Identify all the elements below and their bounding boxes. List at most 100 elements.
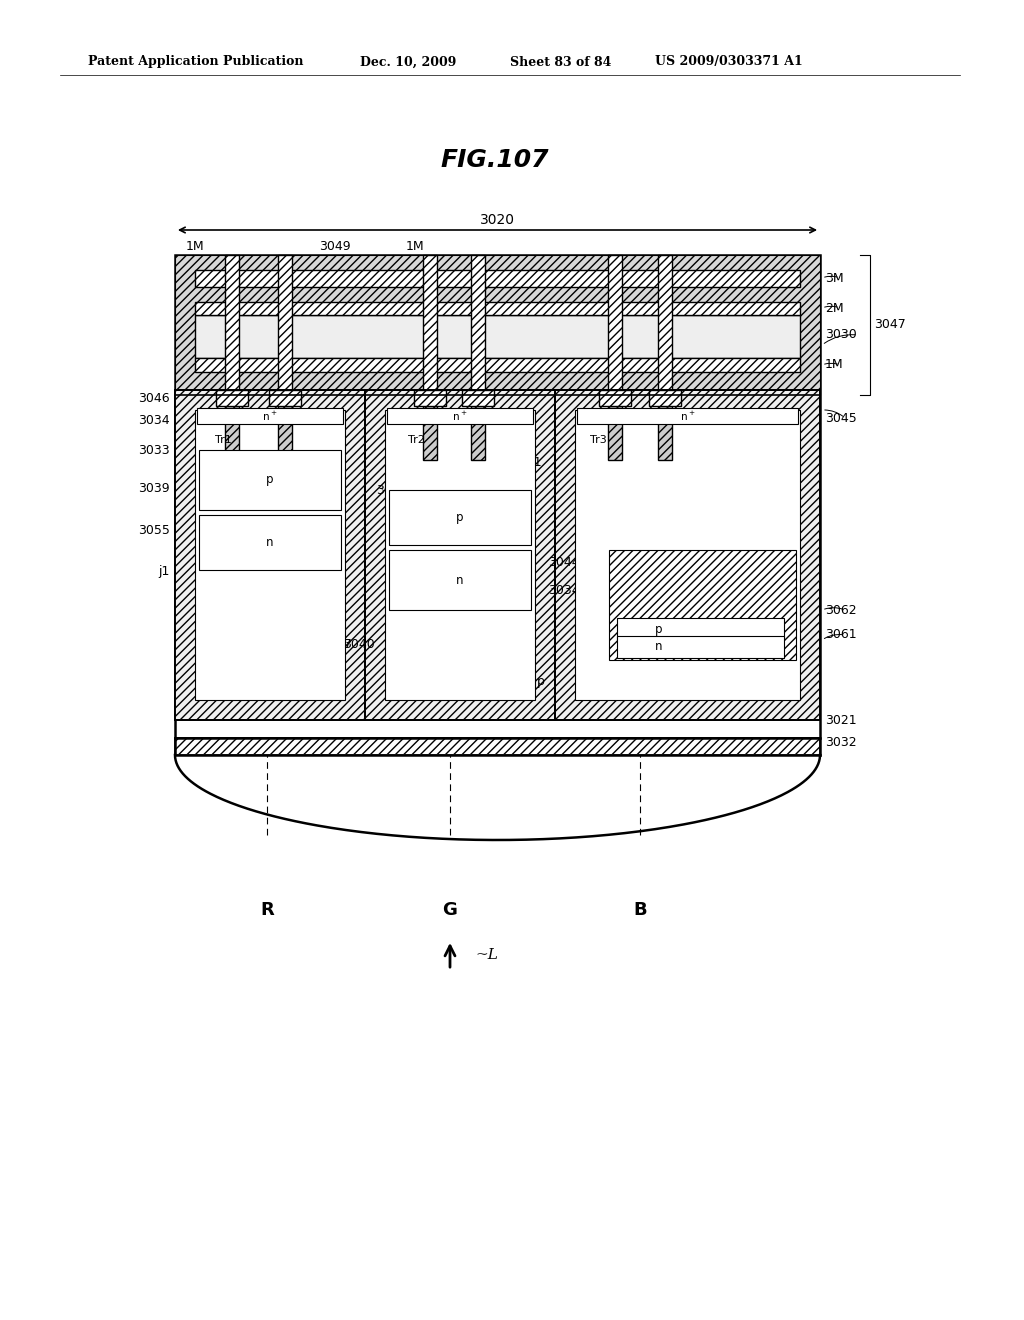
Text: n: n	[266, 536, 273, 549]
Bar	[175, 738, 820, 755]
Bar	[269, 389, 301, 407]
Text: 3061: 3061	[825, 628, 857, 642]
Text: j1: j1	[159, 565, 170, 578]
Bar	[175, 389, 365, 719]
Text: 3059: 3059	[411, 500, 442, 513]
Text: 3045: 3045	[825, 412, 857, 425]
Text: Tr1: Tr1	[215, 436, 231, 445]
Bar	[195, 302, 800, 315]
Text: 3040: 3040	[343, 639, 375, 652]
Bar	[175, 255, 820, 755]
Text: 3030: 3030	[825, 329, 857, 342]
Bar	[609, 550, 796, 660]
Bar	[577, 408, 798, 424]
Bar	[658, 407, 672, 459]
Bar	[199, 450, 341, 510]
Text: B: B	[633, 902, 647, 919]
Text: 3056: 3056	[300, 586, 332, 598]
Bar	[414, 389, 446, 407]
Text: j3: j3	[519, 676, 530, 689]
Text: US 2009/0303371 A1: US 2009/0303371 A1	[655, 55, 803, 69]
Bar	[599, 389, 631, 407]
Bar	[555, 389, 820, 719]
Text: n: n	[655, 640, 663, 653]
Bar	[175, 255, 820, 395]
Bar	[608, 407, 622, 459]
Text: p: p	[537, 676, 545, 689]
Bar	[617, 618, 784, 640]
Text: Tr3: Tr3	[590, 436, 607, 445]
Text: n$^+$: n$^+$	[680, 409, 695, 422]
Bar	[175, 389, 365, 719]
Bar	[278, 255, 292, 395]
Bar	[387, 408, 534, 424]
Bar	[225, 407, 239, 459]
Text: 3037: 3037	[319, 639, 352, 652]
Text: R: R	[260, 902, 273, 919]
Bar	[278, 407, 292, 459]
Text: 3040: 3040	[270, 639, 302, 652]
Text: n$^+$: n$^+$	[453, 409, 468, 422]
Bar	[175, 389, 820, 719]
Bar	[471, 407, 485, 459]
Text: 3039: 3039	[257, 565, 289, 578]
Bar	[195, 271, 800, 286]
Bar	[575, 411, 800, 700]
Text: 3042: 3042	[485, 676, 517, 689]
Text: G: G	[442, 902, 458, 919]
Bar	[617, 636, 784, 657]
Bar	[385, 411, 535, 700]
Text: FIG.107: FIG.107	[440, 148, 549, 172]
Bar	[197, 408, 343, 424]
Text: j2: j2	[393, 500, 404, 513]
Text: 3M: 3M	[825, 272, 844, 285]
Text: 2M: 2M	[825, 301, 844, 314]
Bar	[471, 255, 485, 395]
Bar	[423, 407, 437, 459]
Text: 3020: 3020	[480, 213, 515, 227]
Bar	[462, 389, 494, 407]
Bar	[195, 358, 800, 372]
Bar	[658, 255, 672, 395]
Text: Patent Application Publication: Patent Application Publication	[88, 55, 303, 69]
Text: p: p	[266, 474, 273, 487]
Bar	[608, 255, 622, 395]
Text: 3062: 3062	[825, 603, 857, 616]
Text: Sheet 83 of 84: Sheet 83 of 84	[510, 55, 611, 69]
Text: 3055: 3055	[138, 524, 170, 536]
Text: 3044: 3044	[430, 661, 462, 675]
Text: 3046: 3046	[138, 392, 170, 405]
Text: ~L: ~L	[475, 948, 498, 962]
Text: p: p	[655, 623, 663, 635]
Text: 3039: 3039	[138, 482, 170, 495]
Text: 3034: 3034	[376, 483, 408, 496]
Bar	[225, 255, 239, 395]
Text: 3058: 3058	[385, 639, 417, 652]
Text: 3049: 3049	[319, 240, 351, 253]
Text: n: n	[457, 573, 464, 586]
Bar	[195, 315, 800, 358]
Bar	[423, 255, 437, 395]
Text: 3033: 3033	[138, 444, 170, 457]
Text: 1M: 1M	[185, 240, 205, 253]
Text: Tr2: Tr2	[408, 436, 425, 445]
Text: 3034: 3034	[548, 583, 580, 597]
Text: n$^+$: n$^+$	[262, 409, 278, 422]
Bar	[555, 389, 820, 719]
Text: 3047: 3047	[874, 318, 906, 331]
Text: 3044: 3044	[548, 556, 580, 569]
Text: 3021: 3021	[825, 714, 857, 726]
Text: Dec. 10, 2009: Dec. 10, 2009	[360, 55, 457, 69]
Text: 3041: 3041	[510, 455, 542, 469]
Text: 1M: 1M	[825, 359, 844, 371]
Text: 1M: 1M	[406, 240, 424, 253]
Text: p: p	[457, 511, 464, 524]
Text: 3031: 3031	[730, 788, 762, 801]
Bar	[199, 515, 341, 570]
Bar	[389, 550, 531, 610]
Text: 3032: 3032	[825, 735, 857, 748]
Bar	[389, 490, 531, 545]
Text: 3034: 3034	[138, 413, 170, 426]
Bar	[649, 389, 681, 407]
Bar	[195, 411, 345, 700]
